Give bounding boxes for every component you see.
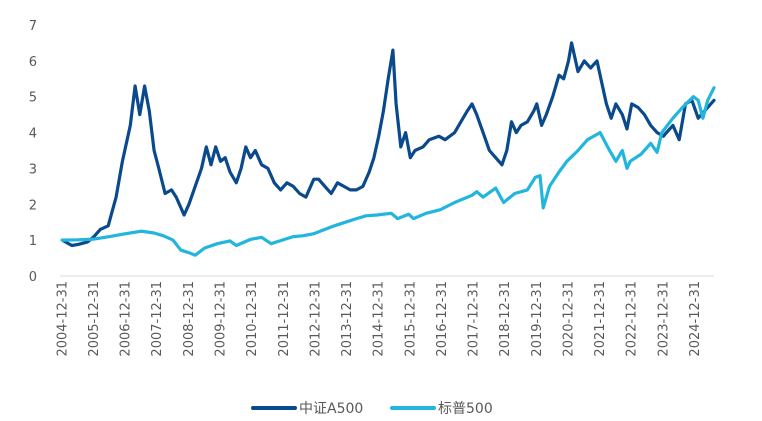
y-tick-label: 5 bbox=[29, 91, 37, 106]
x-tick-label: 2019-12-31 bbox=[530, 281, 545, 357]
x-tick-label: 2005-12-31 bbox=[87, 281, 102, 357]
y-tick-label: 2 bbox=[29, 198, 37, 213]
y-tick-label: 7 bbox=[29, 19, 37, 34]
y-axis-tick-labels: 0 1 2 3 4 5 6 7 bbox=[29, 19, 37, 285]
x-tick-label: 2016-12-31 bbox=[435, 281, 450, 357]
x-tick-label: 2006-12-31 bbox=[119, 281, 134, 357]
x-tick-label: 2009-12-31 bbox=[213, 281, 228, 357]
x-tick-label: 2015-12-31 bbox=[403, 281, 418, 357]
x-tick-label: 2020-12-31 bbox=[561, 281, 576, 357]
legend-label-2: 标普500 bbox=[438, 401, 493, 417]
y-tick-label: 0 bbox=[29, 270, 37, 285]
legend-label-1: 中证A500 bbox=[299, 401, 363, 417]
x-tick-label: 2022-12-31 bbox=[625, 281, 640, 357]
y-tick-label: 1 bbox=[29, 234, 37, 249]
x-axis-tick-labels: 2004-12-31 2005-12-31 2006-12-31 2007-12-31… bbox=[55, 281, 703, 357]
y-tick-label: 4 bbox=[29, 127, 37, 142]
x-tick-label: 2007-12-31 bbox=[150, 281, 165, 357]
y-tick-label: 6 bbox=[29, 55, 37, 70]
legend: 中证A500 标普500 bbox=[251, 401, 493, 417]
series-line-1 bbox=[60, 41, 716, 248]
y-tick-label: 3 bbox=[29, 162, 37, 177]
x-tick-label: 2004-12-31 bbox=[55, 281, 70, 357]
x-tick-label: 2017-12-31 bbox=[467, 281, 482, 357]
x-tick-label: 2012-12-31 bbox=[308, 281, 323, 357]
x-tick-label: 2021-12-31 bbox=[593, 281, 608, 357]
x-tick-label: 2010-12-31 bbox=[245, 281, 260, 357]
series-lines bbox=[60, 41, 716, 257]
x-tick-label: 2014-12-31 bbox=[372, 281, 387, 357]
x-tick-label: 2023-12-31 bbox=[656, 281, 671, 357]
x-tick-label: 2013-12-31 bbox=[340, 281, 355, 357]
x-tick-label: 2011-12-31 bbox=[277, 281, 292, 357]
x-tick-label: 2018-12-31 bbox=[498, 281, 513, 357]
series-line-2 bbox=[60, 86, 716, 257]
x-tick-label: 2024-12-31 bbox=[688, 281, 703, 357]
x-tick-label: 2008-12-31 bbox=[182, 281, 197, 357]
